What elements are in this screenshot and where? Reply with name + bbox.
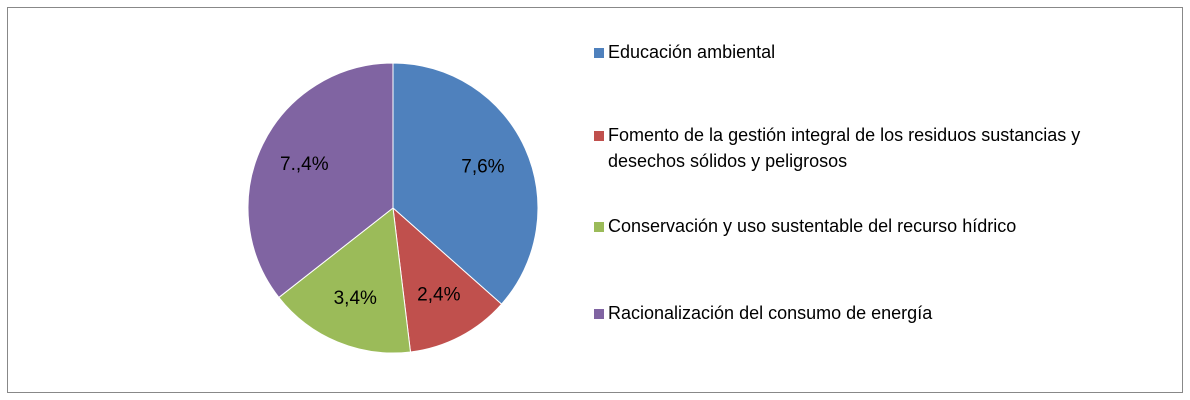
legend-label: Racionalización del consumo de energía bbox=[608, 303, 933, 323]
legend-entry: Educación ambiental bbox=[594, 39, 1168, 65]
legend-label: Educación ambiental bbox=[608, 42, 776, 62]
pie-slice bbox=[392, 206, 503, 353]
pie-slice bbox=[278, 207, 412, 354]
pie-slice bbox=[392, 62, 539, 305]
legend-entry: Fomento de la gestión integral de los re… bbox=[594, 122, 1088, 174]
data-label: 7.,4% bbox=[280, 154, 329, 175]
data-label: 3,4% bbox=[334, 288, 377, 309]
legend-swatch bbox=[594, 222, 604, 232]
chart-border bbox=[7, 7, 1183, 393]
legend-entry: Conservación y uso sustentable del recur… bbox=[594, 213, 1168, 239]
legend-swatch bbox=[594, 309, 604, 319]
data-label: 7,6% bbox=[461, 157, 504, 178]
legend-swatch bbox=[594, 48, 604, 58]
data-label: 2,4% bbox=[417, 284, 460, 305]
legend-label: Fomento de la gestión integral de los re… bbox=[608, 125, 1081, 171]
legend-entry: Racionalización del consumo de energía bbox=[594, 300, 1168, 326]
pie-slice bbox=[247, 62, 394, 299]
legend-swatch bbox=[594, 131, 604, 141]
legend-label: Conservación y uso sustentable del recur… bbox=[608, 216, 1017, 236]
